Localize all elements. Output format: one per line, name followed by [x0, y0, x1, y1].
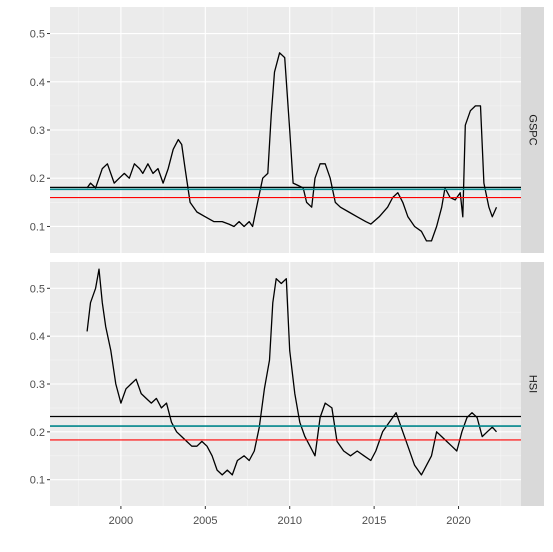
panel-0-strip-label: GSPC [527, 114, 539, 145]
panel-0-y-tick-label: 0.3 [30, 125, 45, 137]
panel-1-y-tick-label: 0.5 [30, 283, 45, 295]
panel-1-y-tick-label: 0.3 [30, 379, 45, 391]
panel-1-y-tick-label: 0.4 [30, 331, 45, 343]
panel-1-strip-label: HSI [527, 375, 539, 393]
x-tick-label: 2015 [362, 515, 386, 527]
panel-0-strip [521, 7, 544, 253]
x-tick-label: 2005 [193, 515, 217, 527]
x-tick-label: 2020 [446, 515, 470, 527]
panel-0-y-tick-label: 0.4 [30, 77, 45, 89]
panel-1-y-tick-label: 0.2 [30, 427, 45, 439]
panel-1-series-line [86, 268, 497, 476]
panel-0-y-tick-label: 0.1 [30, 221, 45, 233]
panel-0-y-tick-label: 0.2 [30, 173, 45, 185]
panel-1-strip [521, 262, 544, 506]
panel-0-y-tick-label: 0.5 [30, 29, 45, 41]
panel-1-y-tick-label: 0.1 [30, 475, 45, 487]
panel-0-series-line [86, 52, 498, 242]
x-tick-label: 2000 [109, 515, 133, 527]
x-tick-label: 2010 [277, 515, 301, 527]
